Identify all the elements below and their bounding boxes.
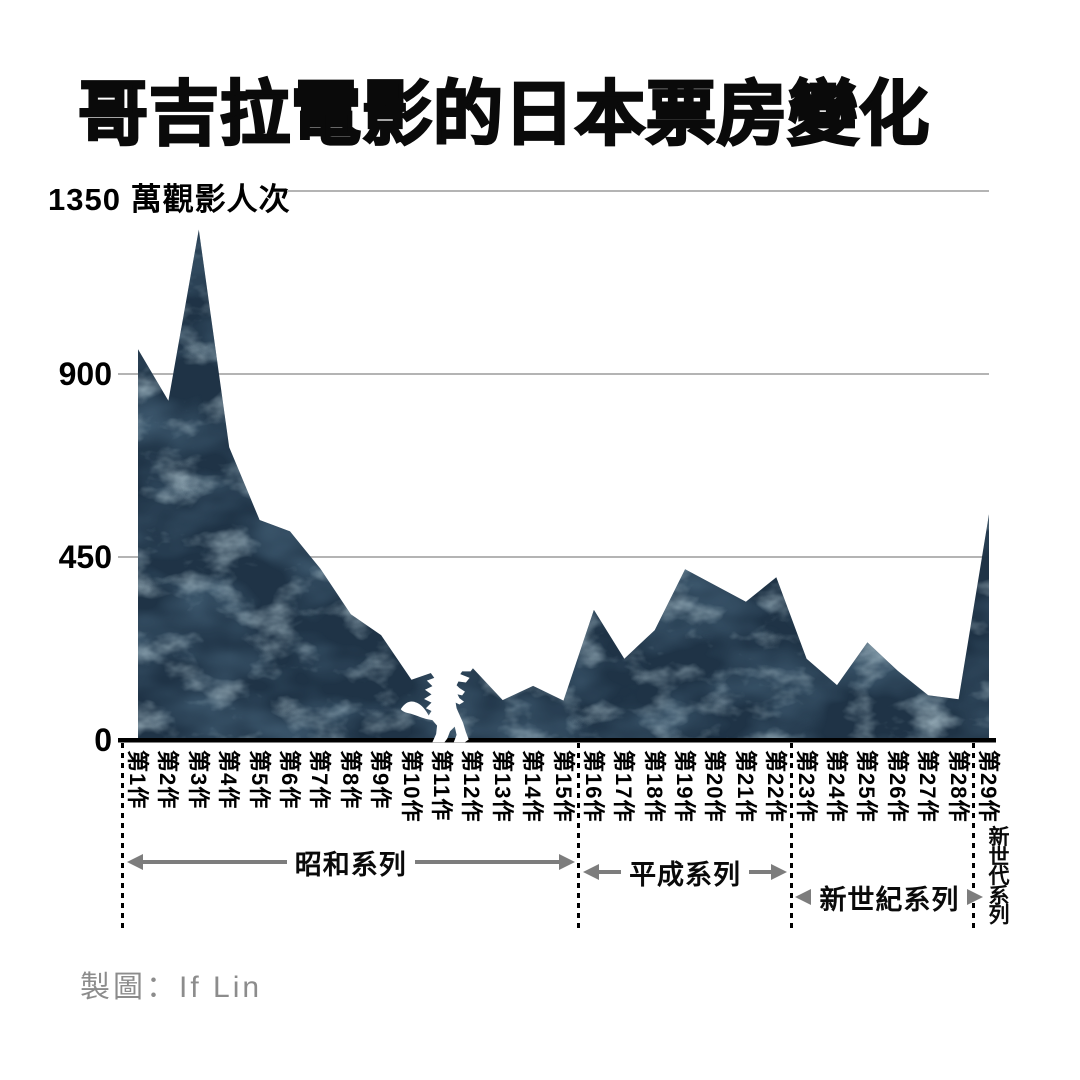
era-label-char: 列 [988,904,1010,927]
x-axis-label: 第10作 [398,750,424,823]
arrowhead-left-icon [126,854,143,870]
x-axis-label: 第27作 [915,750,941,823]
arrowhead-left-icon [795,889,812,905]
page-title: 哥吉拉電影的日本票房變化 [77,74,931,155]
arrow-line [414,860,559,864]
era-label: 昭和系列 [294,849,407,880]
era-range-arrow: 平成系列 [582,857,788,890]
y-axis-max-label: 1350 萬觀影人次 [48,182,291,217]
x-axis-label: 第2作 [155,750,181,810]
area-series [138,229,989,740]
era-boundary-line [789,743,793,928]
godzilla-icon [400,658,474,743]
x-axis-label: 第24作 [824,750,850,823]
x-axis-label: 第13作 [489,750,515,823]
x-axis-label: 第4作 [216,750,242,810]
era-label-char: 代 [988,865,1010,888]
arrowhead-right-icon [558,854,575,870]
era-label-vertical: 新世代系列 [986,826,1012,927]
x-axis-label: 第7作 [307,750,333,810]
era-range-arrow: 新世紀系列 [795,882,984,915]
era-label-char: 系 [988,884,1010,908]
x-axis-label: 第20作 [702,750,728,823]
x-axis-label: 第19作 [672,750,698,823]
arrowhead-right-icon [771,864,788,880]
x-axis-label: 第28作 [945,750,971,823]
era-label: 新世紀系列 [819,884,960,915]
arrow-line [749,870,772,874]
y-tick-label: 900 [58,356,112,392]
x-axis-label: 第23作 [793,750,819,823]
x-axis-label: 第8作 [337,750,363,810]
credit: 製圖：If Lin [80,971,263,1004]
era-label-char: 世 [988,845,1010,869]
area-texture-light [138,229,989,740]
arrow-line [598,870,622,874]
x-axis-label: 第25作 [854,750,880,823]
arrowhead-left-icon [582,864,599,880]
x-axis-label: 第15作 [550,750,576,823]
era-label: 平成系列 [629,859,742,890]
x-axis-line [118,738,996,743]
x-axis-label: 第29作 [976,750,1001,823]
x-axis-label: 第5作 [246,750,272,810]
y-tick-label: 0 [94,722,112,758]
era-range-arrow: 昭和系列 [126,847,575,880]
era-label-char: 新 [988,826,1010,849]
x-axis-label: 第1作 [125,750,150,810]
era-boundary-line [577,743,581,928]
x-axis-label: 第14作 [520,750,546,823]
x-axis-label: 第6作 [276,750,302,810]
x-axis-label: 第3作 [185,750,211,810]
arrowhead-right-icon [967,889,984,905]
x-axis-label: 第9作 [368,750,394,810]
x-axis-label: 第18作 [641,750,667,823]
era-boundary-line [972,743,976,928]
x-axis-label: 第21作 [732,750,758,823]
x-axis-label: 第22作 [763,750,789,823]
x-axis-label: 第11作 [428,750,454,822]
x-axis-label: 第26作 [884,750,910,823]
x-axis-label: 第16作 [580,750,606,823]
arrow-line [142,860,287,864]
era-boundary-line [121,743,125,928]
x-axis-label: 第17作 [611,750,637,823]
y-tick-label: 450 [58,539,112,575]
x-axis-label: 第12作 [459,750,485,823]
